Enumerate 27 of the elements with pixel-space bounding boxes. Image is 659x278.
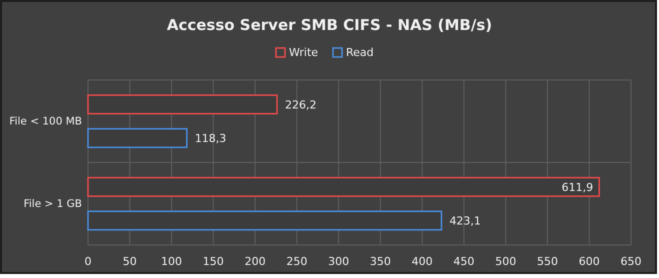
x-tick-label: 300 bbox=[328, 254, 350, 268]
data-label: 611,9 bbox=[562, 180, 594, 194]
legend-label: Write bbox=[289, 46, 318, 59]
y-tick-label: File > 1 GB bbox=[24, 198, 82, 210]
x-tick-label: 550 bbox=[536, 254, 558, 268]
bar bbox=[87, 176, 600, 197]
x-tick-label: 50 bbox=[122, 254, 137, 268]
bar bbox=[87, 94, 278, 114]
legend-label: Read bbox=[346, 46, 374, 59]
x-tick-label: 100 bbox=[161, 254, 182, 268]
x-tick-label: 450 bbox=[453, 254, 474, 268]
bar bbox=[87, 128, 188, 148]
chart-title: Accesso Server SMB CIFS - NAS (MB/s) bbox=[166, 16, 492, 34]
x-tick-label: 650 bbox=[620, 254, 642, 268]
data-label: 118,3 bbox=[194, 132, 226, 145]
x-tick-label: 150 bbox=[202, 254, 224, 268]
data-label: 226,2 bbox=[284, 98, 316, 112]
x-tick-label: 600 bbox=[578, 254, 600, 268]
bar bbox=[87, 210, 442, 231]
x-tick-label: 400 bbox=[412, 254, 433, 268]
x-tick-label: 350 bbox=[370, 254, 391, 268]
y-tick-label: File < 100 MB bbox=[9, 116, 82, 128]
x-tick-label: 200 bbox=[244, 254, 266, 268]
x-tick-label: 500 bbox=[495, 254, 516, 268]
x-tick-label: 250 bbox=[286, 254, 308, 268]
data-label: 423,1 bbox=[449, 214, 481, 228]
x-tick-label: 0 bbox=[84, 254, 92, 268]
